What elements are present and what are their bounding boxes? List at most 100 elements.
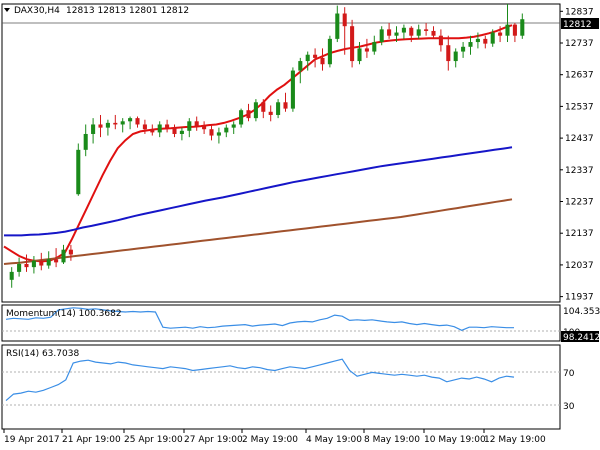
candle-body [143,124,147,129]
candle-body [357,48,361,61]
candle-body [409,28,413,36]
candle-body [520,19,524,35]
candle-body [343,14,347,27]
candle-body [498,33,502,36]
price-pane[interactable]: DAX30,H4 12813 12813 12801 12812 [2,4,560,302]
candle-body [224,128,228,133]
ohlc-values: 12813 12813 12801 12812 [66,6,189,16]
price-tag: 12812 [561,18,599,30]
candle-body [32,261,36,267]
rsi-tick-30: 30 [563,402,575,412]
candle-body [505,25,509,36]
candle-body [372,42,376,52]
rsi-pane-frame [2,345,560,429]
candle-body [313,55,317,58]
candle-body [217,132,221,135]
rsi-tick-70: 70 [563,369,575,379]
candle-body [135,118,139,124]
price-tick-label: 12437 [565,134,594,144]
momentum-pane[interactable]: Momentum(14) 100.3682 [2,305,560,341]
candle-body [328,39,332,64]
candle-body [195,121,199,126]
price-tick-label: 12337 [565,166,594,176]
momentum-tick-top: 104.3533 [563,307,600,317]
candle-body [387,29,391,35]
candle-body [306,55,310,61]
candle-body [476,39,480,42]
candle-body [158,124,162,132]
candle-body [202,126,206,129]
candle-body [483,39,487,44]
symbol-label: DAX30,H4 [14,6,60,16]
time-tick-label: 19 Apr 2017 [4,435,60,445]
price-tick-label: 12037 [565,261,594,271]
candle-body [54,259,58,262]
candle-body [365,48,369,51]
candle-body [491,33,495,44]
candle-body [232,124,236,127]
time-tick-label: 8 May 19:00 [364,435,420,445]
price-tick-label: 12837 [565,7,594,17]
candle-body [165,124,169,127]
momentum-axis: 104.3533 100 98.2412 [561,307,600,343]
time-tick-label: 12 May 19:00 [484,435,546,445]
price-tick-label: 12737 [565,39,594,49]
price-tick-label: 12537 [565,102,594,112]
time-tick-label: 25 Apr 19:00 [124,435,183,445]
candle-body [10,272,14,280]
candle-body [47,259,51,265]
candle-body [180,131,184,134]
candle-body [150,129,154,132]
candle-body [320,58,324,64]
candle-body [24,264,28,267]
candle-body [468,42,472,47]
candle-body [187,121,191,131]
candle-body [113,123,117,125]
candle-body [121,121,125,124]
candle-body [254,102,258,118]
candle-body [91,124,95,134]
rsi-pane[interactable]: RSI(14) 63.7038 [2,345,560,429]
candle-body [61,250,65,263]
rsi-axis: 70 30 [563,369,575,412]
price-tick-label: 12637 [565,71,594,81]
chart-header: DAX30,H4 12813 12813 12801 12812 [4,6,189,16]
momentum-tick-bottom: 98.2412 [563,333,600,343]
candle-body [380,29,384,42]
candle-body [402,28,406,33]
candle-body [98,124,102,127]
candle-body [298,61,302,71]
price-tick-label: 12137 [565,229,594,239]
time-axis: 19 Apr 201721 Apr 19:0025 Apr 19:0027 Ap… [4,429,546,445]
candle-body [461,47,465,52]
candle-body [291,71,295,109]
candle-body [39,261,43,266]
candle-body [394,33,398,36]
time-tick-label: 27 Apr 19:00 [184,435,243,445]
candle-body [431,31,435,36]
candle-body [17,264,21,272]
candle-body [276,102,280,115]
time-tick-label: 4 May 19:00 [306,435,362,445]
candle-body [106,123,110,128]
time-tick-label: 21 Apr 19:00 [62,435,121,445]
price-tick-label: 11937 [565,293,594,303]
momentum-label: Momentum(14) 100.3682 [6,309,122,319]
candle-body [76,150,80,194]
candle-body [454,52,458,62]
candle-body [335,14,339,39]
candle-body [172,128,176,134]
time-tick-label: 2 May 19:00 [242,435,298,445]
rsi-label: RSI(14) 63.7038 [6,349,79,359]
price-tick-label: 12237 [565,198,594,208]
candle-body [350,26,354,61]
candle-body [261,102,265,112]
candle-body [128,118,132,121]
candle-body [84,134,88,150]
candle-body [446,45,450,61]
candle-body [239,110,243,124]
candle-body [209,129,213,135]
candle-body [417,29,421,35]
candle-body [424,29,428,31]
